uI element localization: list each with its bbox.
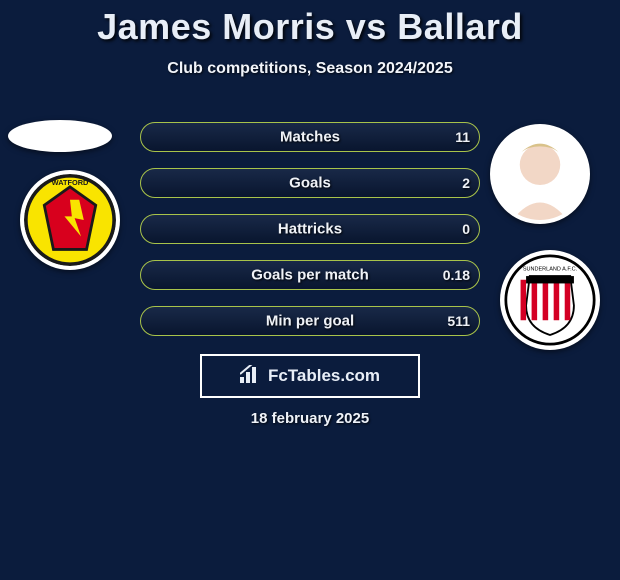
ftables-badge: FcTables.com — [200, 354, 420, 398]
left_club-avatar: WATFORD — [20, 170, 120, 270]
stat-value-right: 0 — [462, 221, 470, 237]
stat-value-right: 11 — [455, 129, 470, 145]
stat-value-right: 511 — [447, 313, 470, 329]
right_player-avatar — [490, 124, 590, 224]
watford-crest-icon: WATFORD — [24, 174, 116, 266]
stat-label: Min per goal — [140, 313, 480, 330]
svg-text:SUNDERLAND A.F.C.: SUNDERLAND A.F.C. — [523, 267, 578, 273]
svg-text:WATFORD: WATFORD — [52, 178, 89, 187]
stat-label: Goals per match — [140, 267, 480, 284]
stat-pill: Goals per match0.18 — [140, 260, 480, 290]
stat-pill: Matches11 — [140, 122, 480, 152]
stat-label: Matches — [140, 129, 480, 146]
stat-pill: Hattricks0 — [140, 214, 480, 244]
date-text: 18 february 2025 — [0, 410, 620, 427]
stat-value-right: 2 — [462, 175, 470, 191]
left_player-avatar — [8, 120, 112, 152]
stat-value-right: 0.18 — [443, 267, 470, 283]
stat-pill: Goals2 — [140, 168, 480, 198]
stat-pill: Min per goal511 — [140, 306, 480, 336]
page-subtitle: Club competitions, Season 2024/2025 — [0, 60, 620, 78]
page-title: James Morris vs Ballard — [0, 6, 620, 48]
comparison-card: James Morris vs Ballard Club competition… — [0, 0, 620, 580]
right_club-avatar: SUNDERLAND A.F.C. — [500, 250, 600, 350]
bars-icon — [240, 365, 262, 388]
sunderland-crest-icon: SUNDERLAND A.F.C. — [504, 254, 596, 346]
stat-label: Goals — [140, 175, 480, 192]
ftables-text: FcTables.com — [268, 366, 380, 386]
stat-label: Hattricks — [140, 221, 480, 238]
stats-pill-group: Matches11 Goals2 Hattricks0 Goals per match… — [140, 122, 480, 352]
